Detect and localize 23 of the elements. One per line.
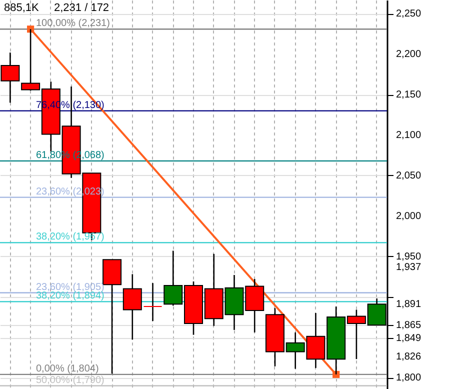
candlestick xyxy=(143,282,162,322)
y-tick-label: 2,000 xyxy=(396,210,422,222)
ref-line-label: 100,00% (2,231) xyxy=(36,18,110,30)
ref-line-label: 50,00% (1,790) xyxy=(36,374,104,386)
annotation: 885,1K xyxy=(4,2,40,14)
candlestick xyxy=(122,274,142,340)
y-tick-label: 1,950 xyxy=(396,251,422,262)
y-tick-label: 1,849 xyxy=(396,333,422,344)
y-tick-label: 2,200 xyxy=(396,49,422,60)
y-tick-label: 1,800 xyxy=(396,372,422,384)
annotation: 2,231 / 172 xyxy=(54,2,110,14)
y-tick-label: 2,250 xyxy=(396,8,422,20)
ref-line-label: 38,20% (1,894) xyxy=(36,290,104,302)
ref-line-label: 23,60% (1,905) xyxy=(36,282,104,293)
y-tick-label: 1,937 xyxy=(396,262,422,273)
y-tick-label: 1,865 xyxy=(396,320,422,332)
ref-line-label: 0,00% (1,804) xyxy=(36,363,99,374)
y-tick-label: 2,150 xyxy=(396,90,422,101)
y-tick-label: 1,891 xyxy=(396,299,422,310)
y-tick-label: 2,100 xyxy=(396,130,422,142)
y-tick-label: 1,826 xyxy=(396,352,422,363)
y-tick-label: 2,050 xyxy=(396,170,422,182)
candlestick xyxy=(0,52,20,104)
